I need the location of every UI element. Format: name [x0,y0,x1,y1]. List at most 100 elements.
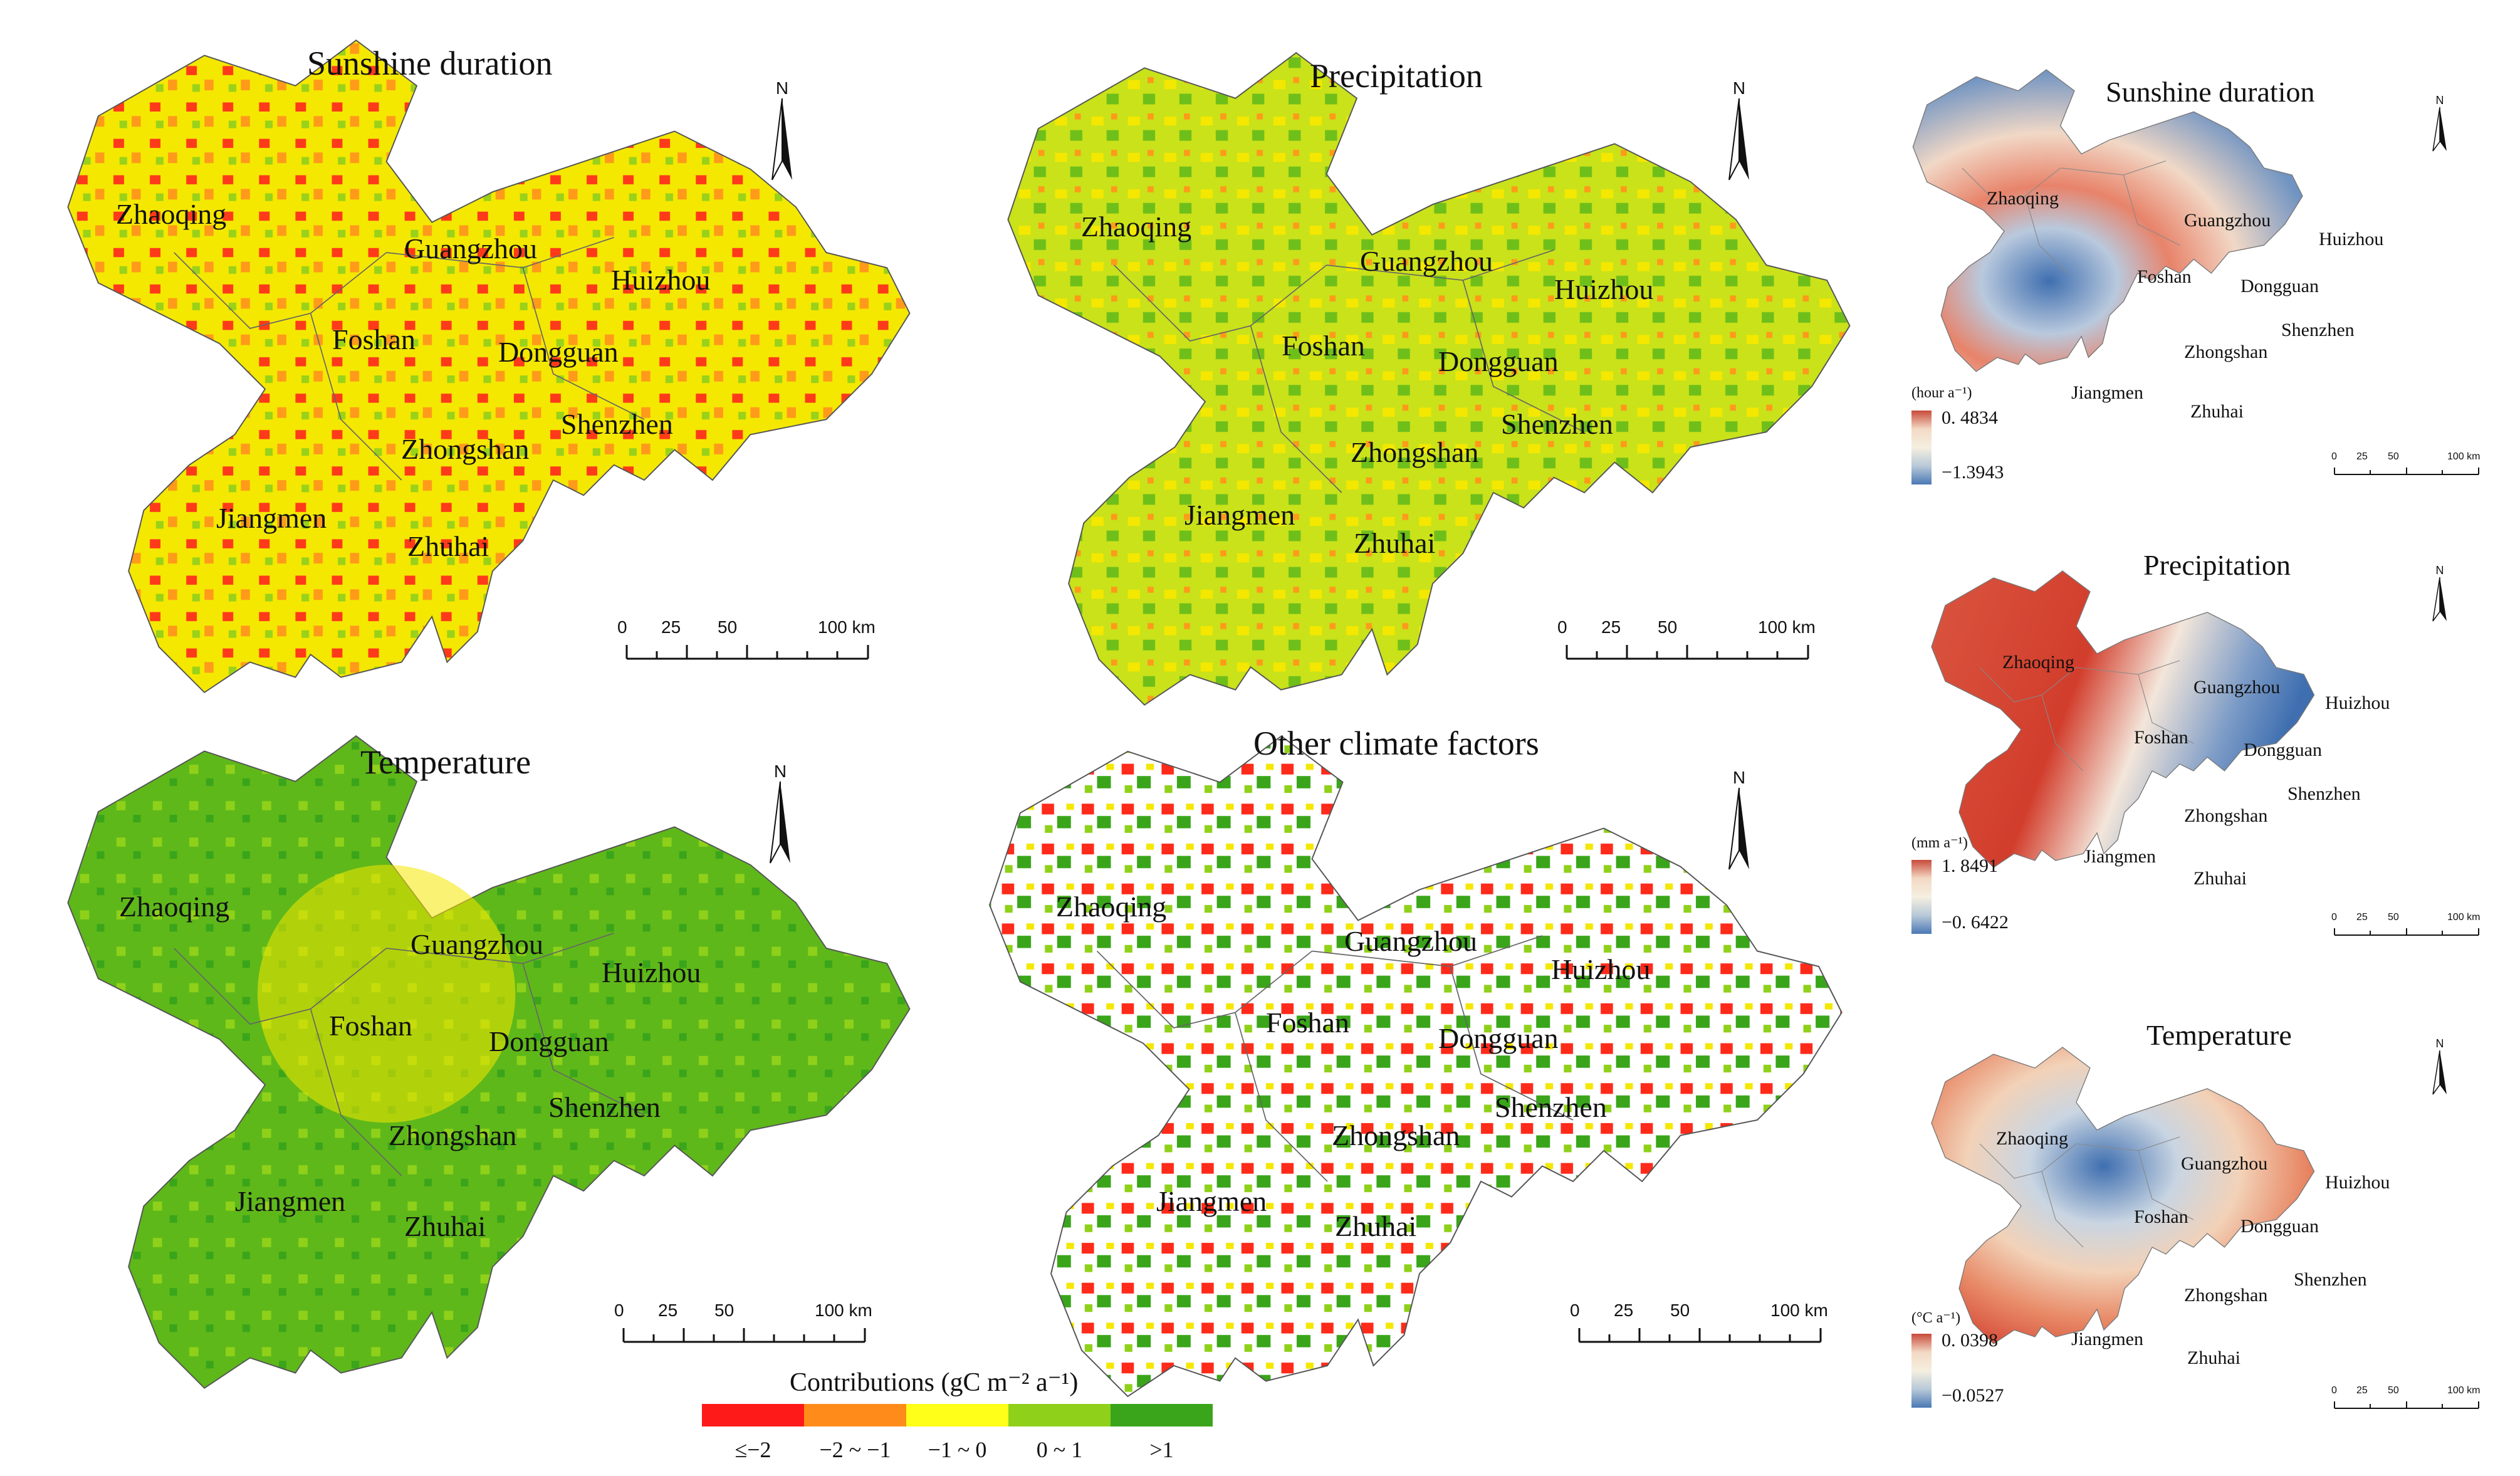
city-label-foshan: Foshan [329,1010,412,1042]
map-panel-other: Other climate factors Zhaoqing Guangzhou… [940,708,1868,1398]
scale-bar: 0 25 50 100 km [617,617,876,660]
city-label-huizhou: Huizhou [1554,273,1654,305]
city-label-foshan: Foshan [332,323,416,355]
north-arrow: N [768,762,793,866]
city-label-zhongshan: Zhongshan [389,1119,517,1151]
city-label-foshan: Foshan [2137,266,2192,287]
legend-unit: (hour a⁻¹) [1911,385,1972,401]
map-panel-precipitation: Precipitation Zhaoqing Guangzhou Huizhou… [940,0,1868,706]
city-label-zhuhai: Zhuhai [404,1210,486,1242]
north-arrow: N [1727,768,1752,872]
legend-label-1: ≤−2 [735,1437,771,1462]
legend-unit: (°C a⁻¹) [1911,1310,1961,1326]
north-arrow-icon [770,781,790,864]
precipitation-boundaries [1114,249,1585,493]
city-label-huizhou: Huizhou [602,956,701,988]
city-label-dongguan: Dongguan [1438,1022,1559,1054]
panel-title: Other climate factors [1253,725,1539,762]
scale-bar: 0 25 50 100 km [2331,1385,2481,1409]
precipitation-map [1007,51,1851,706]
city-label-huizhou: Huizhou [611,264,711,296]
city-label-shenzhen: Shenzhen [2281,320,2355,340]
precipitation-region-shape [1007,51,1851,706]
city-label-zhongshan: Zhongshan [2184,342,2268,362]
legend-max: 0. 4834 [1942,407,1998,428]
city-label-guangzhou: Guangzhou [410,928,544,960]
color-ramp [1911,860,1932,934]
city-label-zhaoqing: Zhaoqing [119,891,230,923]
map-panel-temperature: Temperature Zhaoqing Guangzhou Huizhou F… [0,708,928,1390]
scale-bar: 0 25 50 100 km [1570,1301,1828,1343]
legend-swatch-1 [702,1404,804,1426]
north-arrow: N [1727,78,1752,183]
scale-bar: 0 25 50 100 km [2331,912,2481,936]
city-label-foshan: Foshan [1282,330,1365,362]
city-label-zhongshan: Zhongshan [401,433,530,465]
city-label-dongguan: Dongguan [2240,276,2319,296]
city-label-guangzhou: Guangzhou [2184,210,2271,231]
city-label-jiangmen: Jiangmen [1156,1185,1267,1217]
city-label-jiangmen: Jiangmen [235,1185,346,1217]
city-label-dongguan: Dongguan [1438,345,1559,377]
city-label-zhaoqing: Zhaoqing [1081,211,1192,243]
legend-max: 1. 8491 [1942,856,1998,876]
city-label-dongguan: Dongguan [2240,1216,2319,1237]
panel-title: Temperature [2146,1019,2292,1051]
city-label-zhaoqing: Zhaoqing [1987,188,2059,209]
precipitation-interp-boundaries [1979,660,2194,772]
city-label-shenzhen: Shenzhen [2287,783,2361,804]
map-panel-sunshine: Sunshine duration Zhaoqing Guangzhou Hui… [0,0,928,694]
city-label-huizhou: Huizhou [1551,953,1651,985]
other-region-shape [988,735,1843,1398]
city-label-foshan: Foshan [2134,1206,2188,1227]
temperature-interp-boundaries [1979,1136,2194,1248]
city-label-guangzhou: Guangzhou [1344,925,1478,957]
city-label-jiangmen: Jiangmen [216,502,327,534]
north-arrow: N [2432,1037,2448,1097]
city-label-dongguan: Dongguan [489,1025,609,1057]
city-label-jiangmen: Jiangmen [2084,846,2156,867]
city-label-zhuhai: Zhuhai [407,530,489,562]
legend-swatch-3 [906,1404,1008,1426]
city-label-zhuhai: Zhuhai [2187,1348,2240,1368]
right-panel-sunshine: Sunshine duration Zhaoqing Guangzhou Hui… [1893,56,2513,508]
city-label-shenzhen: Shenzhen [548,1091,661,1123]
panel-title: Precipitation [2143,549,2291,581]
city-label-shenzhen: Shenzhen [2294,1269,2367,1290]
temperature-interp-map [1931,1047,2315,1344]
north-arrow: N [770,78,795,183]
north-arrow: N [2432,94,2448,154]
city-label-huizhou: Huizhou [2325,1172,2390,1193]
scale-bar: 0 25 50 100 km [2331,451,2481,475]
north-arrow-icon [2432,1050,2447,1095]
city-label-foshan: Foshan [2134,727,2188,748]
north-arrow: N [2432,564,2448,624]
legend-label-3: −1 ~ 0 [928,1437,987,1462]
north-arrow-icon [771,98,792,181]
legend-label-4: 0 ~ 1 [1036,1437,1083,1462]
right-panel-precipitation: Precipitation Zhaoqing Guangzhou Huizhou… [1893,539,2513,965]
city-label-zhongshan: Zhongshan [1332,1119,1460,1151]
legend-min: −1.3943 [1942,462,2004,483]
city-label-shenzhen: Shenzhen [1495,1091,1607,1123]
north-arrow-icon [1728,98,1749,181]
city-label-foshan: Foshan [1266,1007,1349,1039]
city-label-dongguan: Dongguan [498,336,619,368]
city-label-zhuhai: Zhuhai [2190,401,2244,422]
temperature-warm-zone [257,864,516,1123]
city-label-huizhou: Huizhou [2325,693,2390,713]
legend-swatch-5 [1111,1404,1213,1426]
sunshine-interp-map [1912,69,2303,372]
city-label-jiangmen: Jiangmen [2071,382,2143,403]
sunshine-interp-boundaries [1962,160,2180,274]
city-label-zhuhai: Zhuhai [1354,527,1436,559]
other-factors-map [988,735,1843,1398]
legend-min: −0. 6422 [1942,912,2009,933]
city-label-zhaoqing: Zhaoqing [2002,652,2074,673]
panel-title: Temperature [360,743,531,781]
city-label-zhaoqing: Zhaoqing [1056,891,1167,923]
color-ramp [1911,1334,1932,1408]
other-boundaries [1096,935,1574,1182]
legend-label-2: −2 ~ −1 [819,1437,891,1462]
legend-title: Contributions (gC m⁻² a⁻¹) [790,1368,1079,1397]
